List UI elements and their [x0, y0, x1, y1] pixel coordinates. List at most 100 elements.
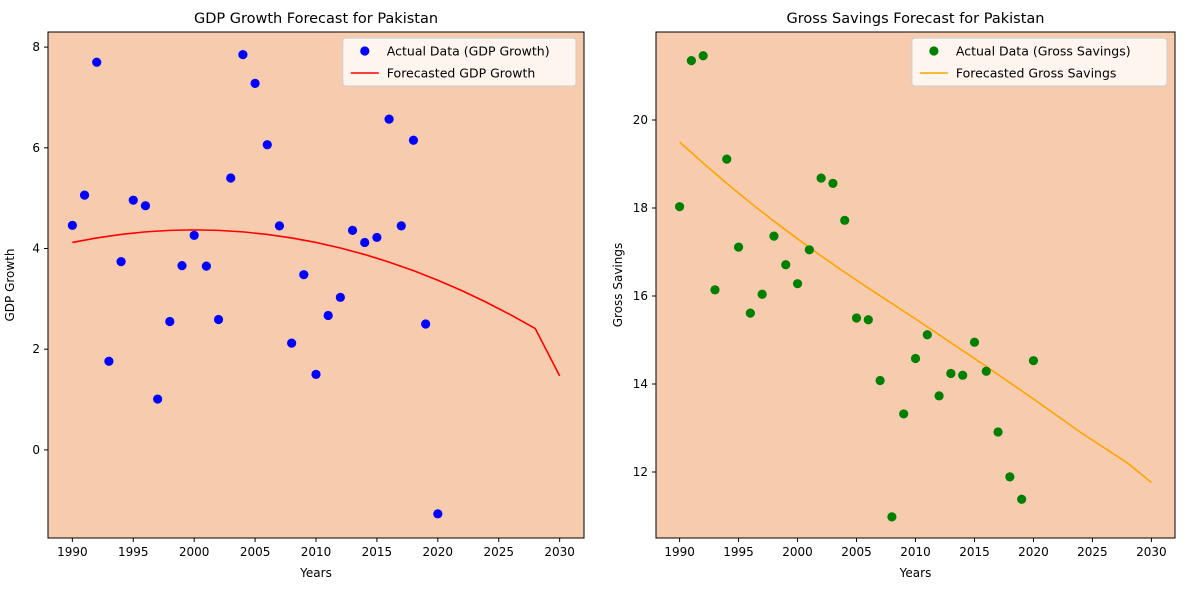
data-point [922, 330, 932, 340]
x-tick-label: 1995 [723, 545, 754, 559]
chart-1: GDP Growth Forecast for Pakistan 1990 1995… [3, 11, 585, 580]
data-point [733, 242, 744, 252]
forecast-line [679, 141, 1152, 484]
data-point [384, 114, 394, 124]
data-point [757, 289, 767, 299]
x-tick-label: 2005 [841, 545, 872, 559]
y-tick-label: 12 [633, 465, 648, 479]
y-tick-label: 14 [633, 377, 648, 391]
data-point [335, 292, 345, 302]
x-tick-label: 1995 [118, 545, 149, 559]
data-point [177, 261, 187, 271]
x-tick-label: 2000 [179, 545, 210, 559]
legend-entry-label: Actual Data (Gross Savings) [956, 44, 1131, 59]
legend-entry-label: Forecasted GDP Growth [387, 66, 536, 81]
legend: Actual Data (GDP Growth) Forecasted GDP G… [342, 37, 577, 87]
data-point [946, 368, 956, 379]
chart-2: Gross Savings Forecast for Pakistan 1990 1… [611, 11, 1176, 580]
data-point [686, 56, 696, 66]
data-point [698, 51, 708, 61]
data-point [299, 270, 309, 280]
data-point [433, 509, 443, 519]
data-point [360, 237, 370, 248]
data-point [79, 190, 90, 200]
data-point [804, 245, 814, 255]
x-tick-label: 2010 [900, 545, 931, 559]
x-tick-label: 2015 [362, 545, 393, 559]
data-point [128, 195, 138, 205]
data-point [875, 375, 885, 386]
data-point [969, 337, 980, 347]
y-tick-label: 20 [633, 113, 648, 127]
y-tick-label: 16 [633, 289, 648, 303]
y-axis-label: Gross Savings [611, 243, 625, 328]
y-tick-label: 2 [32, 342, 40, 356]
y-tick-label: 0 [32, 443, 40, 457]
legend-marker-swatch [929, 46, 939, 56]
data-point [92, 57, 102, 67]
x-tick-label: 1990 [664, 545, 695, 559]
data-point [710, 285, 720, 295]
x-tick-label: 2030 [544, 545, 575, 559]
x-tick-label: 2000 [782, 545, 813, 559]
data-point [769, 231, 779, 241]
data-point [153, 394, 163, 404]
x-tick-label: 2025 [483, 545, 514, 559]
data-point [816, 173, 826, 183]
x-axis-label: Years [899, 566, 932, 580]
data-point [910, 353, 921, 364]
plot-frame [47, 31, 585, 539]
data-point [840, 215, 850, 225]
x-tick-label: 1990 [57, 545, 88, 559]
data-point [201, 261, 211, 271]
data-point [213, 314, 224, 325]
data-point [323, 310, 333, 321]
legend-entry-label: Forecasted Gross Savings [956, 66, 1117, 81]
data-point [1005, 472, 1015, 482]
data-point [311, 369, 321, 379]
y-tick-label: 6 [32, 141, 40, 155]
data-point [396, 221, 406, 231]
chart-title: GDP Growth Forecast for Pakistan [194, 11, 438, 27]
legend-box [911, 37, 1168, 87]
data-point [287, 338, 297, 348]
data-point [274, 221, 285, 231]
data-point [722, 154, 732, 164]
data-point [981, 366, 991, 376]
data-point [372, 232, 382, 243]
data-point [745, 308, 755, 318]
data-point [262, 140, 272, 150]
x-tick-label: 2025 [1077, 545, 1108, 559]
data-point [674, 202, 685, 212]
y-tick-label: 4 [32, 241, 40, 255]
y-axis-label: GDP Growth [3, 248, 17, 321]
data-point [408, 135, 419, 145]
data-point [67, 220, 77, 230]
data-point [104, 356, 114, 366]
x-tick-label: 2005 [240, 545, 271, 559]
y-tick-label: 8 [32, 40, 40, 54]
data-point [887, 512, 897, 522]
data-point [993, 427, 1003, 437]
data-point [934, 391, 944, 401]
data-point [1017, 494, 1027, 504]
data-point [863, 315, 873, 325]
data-point [140, 201, 151, 211]
x-tick-label: 2030 [1136, 545, 1167, 559]
x-axis-label: Years [299, 566, 332, 580]
data-point [781, 260, 791, 270]
data-point [828, 178, 838, 188]
data-point [347, 225, 358, 235]
plot-area [656, 32, 1175, 538]
data-point [165, 316, 175, 327]
plot-area [48, 32, 584, 538]
legend-entry-label: Actual Data (GDP Growth) [387, 44, 550, 59]
data-point [421, 319, 431, 329]
plot-frame [655, 31, 1176, 539]
chart-title: Gross Savings Forecast for Pakistan [787, 11, 1045, 27]
data-point [238, 50, 248, 60]
data-point [226, 173, 236, 183]
legend-marker-swatch [360, 46, 370, 56]
